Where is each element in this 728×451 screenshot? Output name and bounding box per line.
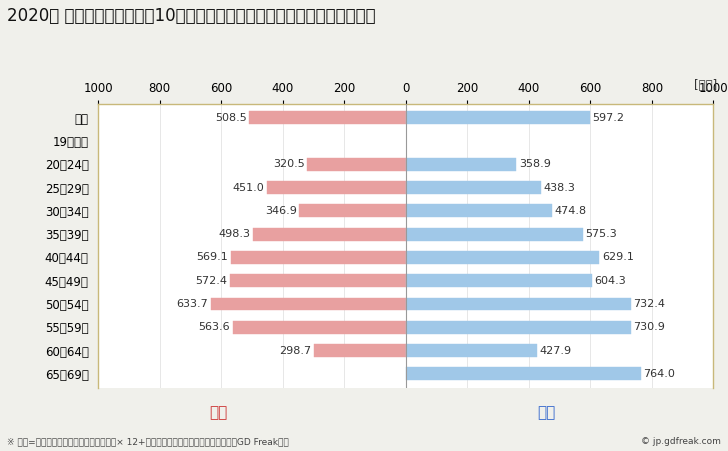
Bar xyxy=(211,298,406,310)
Text: 633.7: 633.7 xyxy=(177,299,208,309)
Text: 604.3: 604.3 xyxy=(594,276,626,286)
Text: 女性: 女性 xyxy=(209,405,228,420)
Text: 346.9: 346.9 xyxy=(265,206,297,216)
Text: 2020年 民間企業（従業者数10人以上）フルタイム労働者の男女別平均年収: 2020年 民間企業（従業者数10人以上）フルタイム労働者の男女別平均年収 xyxy=(7,7,376,25)
Text: 320.5: 320.5 xyxy=(273,159,305,169)
Bar xyxy=(406,228,583,240)
Bar xyxy=(250,111,406,124)
Text: 508.5: 508.5 xyxy=(215,113,247,123)
Bar xyxy=(406,158,516,170)
Bar xyxy=(253,228,406,240)
Text: 427.9: 427.9 xyxy=(540,345,572,355)
Bar xyxy=(406,251,599,264)
Text: 358.9: 358.9 xyxy=(519,159,550,169)
Text: 575.3: 575.3 xyxy=(585,229,617,239)
Bar xyxy=(406,321,630,334)
Bar xyxy=(406,298,631,310)
Bar xyxy=(232,321,406,334)
Bar xyxy=(406,111,590,124)
Text: 男性: 男性 xyxy=(537,405,555,420)
Text: 764.0: 764.0 xyxy=(644,369,675,379)
Bar xyxy=(299,204,406,217)
Text: ※ 年収=「きまって支給する現金給与額」× 12+「年間賞与その他特別給与額」としてGD Freak推計: ※ 年収=「きまって支給する現金給与額」× 12+「年間賞与その他特別給与額」と… xyxy=(7,437,289,446)
Bar xyxy=(406,368,641,380)
Text: 730.9: 730.9 xyxy=(633,322,665,332)
Text: 474.8: 474.8 xyxy=(554,206,587,216)
Text: 563.6: 563.6 xyxy=(199,322,230,332)
Bar xyxy=(406,274,592,287)
Text: 438.3: 438.3 xyxy=(543,183,575,193)
Bar xyxy=(406,181,541,194)
Text: 572.4: 572.4 xyxy=(195,276,227,286)
Text: 298.7: 298.7 xyxy=(280,345,312,355)
Bar xyxy=(230,274,406,287)
Text: 498.3: 498.3 xyxy=(218,229,250,239)
Bar xyxy=(406,204,552,217)
Text: 597.2: 597.2 xyxy=(592,113,624,123)
Text: 629.1: 629.1 xyxy=(602,253,633,262)
Text: 569.1: 569.1 xyxy=(197,253,229,262)
Text: 732.4: 732.4 xyxy=(633,299,665,309)
Text: 451.0: 451.0 xyxy=(233,183,265,193)
Text: [万円]: [万円] xyxy=(694,79,717,92)
Bar xyxy=(307,158,406,170)
Bar xyxy=(267,181,406,194)
Bar xyxy=(314,344,406,357)
Bar xyxy=(231,251,406,264)
Text: © jp.gdfreak.com: © jp.gdfreak.com xyxy=(641,437,721,446)
Bar xyxy=(406,344,537,357)
